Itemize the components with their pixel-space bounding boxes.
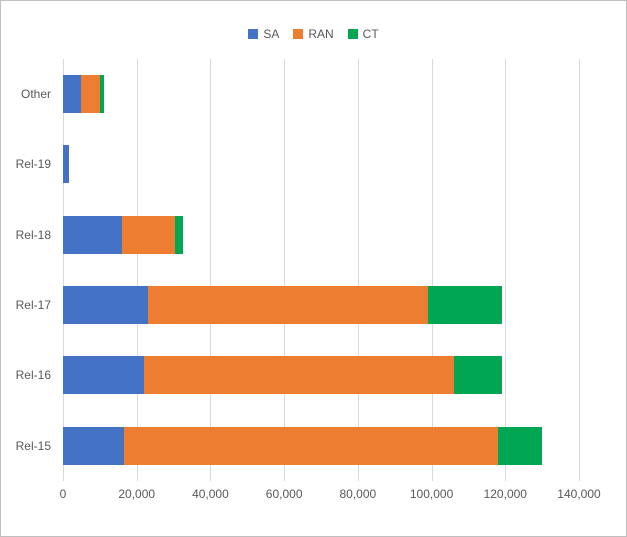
y-axis-line: [63, 59, 64, 481]
x-tick-label: 20,000: [118, 487, 156, 501]
gridline: [505, 59, 507, 481]
stacked-bar: [63, 426, 579, 465]
x-tick-label: 40,000: [192, 487, 229, 501]
bar-row: [63, 270, 579, 340]
stacked-bar: [63, 286, 579, 325]
bar-segment-sa: [63, 75, 82, 114]
bar-segment-ct: [99, 75, 105, 114]
bar-segment-sa: [63, 145, 69, 184]
bar-segment-ran: [81, 75, 100, 114]
legend-swatch-icon: [248, 29, 259, 39]
legend-label: SA: [263, 27, 280, 41]
legend-swatch-icon: [347, 29, 358, 39]
bar-row: [63, 200, 579, 270]
bar-segment-ran: [121, 215, 176, 254]
gridline: [284, 59, 286, 481]
bar-segment-sa: [63, 215, 122, 254]
x-tick-label: 100,000: [409, 487, 454, 501]
bar-segment-ran: [147, 286, 428, 325]
legend-label: CT: [362, 27, 379, 41]
legend-swatch-icon: [293, 29, 304, 39]
bar-segment-ran: [123, 426, 498, 465]
bar-row: [63, 59, 579, 129]
bar-segment-sa: [63, 286, 148, 325]
stacked-bar: [63, 75, 579, 114]
gridline: [431, 59, 433, 481]
bar-segment-ct: [427, 286, 502, 325]
bar-row: [63, 340, 579, 410]
gridlines: [63, 59, 580, 481]
bar-segment-sa: [63, 356, 145, 395]
category-label: Rel-19: [15, 157, 51, 172]
legend-item-ran: RAN: [293, 27, 334, 41]
legend-label: RAN: [308, 27, 334, 41]
x-tick-label: 140,000: [557, 487, 601, 501]
category-label: Rel-15: [15, 438, 51, 453]
gridline: [357, 59, 359, 481]
bar-segment-ct: [175, 215, 183, 254]
bar-segment-sa: [63, 426, 124, 465]
bar-row: [63, 129, 579, 199]
stacked-bar: [63, 215, 579, 254]
category-label: Rel-17: [15, 298, 51, 313]
gridline: [136, 59, 138, 481]
category-label: Rel-16: [15, 368, 51, 383]
x-axis-ticks: 0 20,000 40,000 60,000 80,000 100,000 120,000 1…: [59, 487, 601, 503]
category-label: Other: [20, 87, 51, 102]
stacked-bar: [63, 356, 579, 395]
x-tick-label: 0: [59, 487, 67, 501]
stacked-bar: [63, 145, 579, 184]
plot-area: [63, 59, 580, 481]
category-label: Rel-18: [15, 227, 51, 242]
x-tick-label: 120,000: [483, 487, 527, 501]
bar-segment-ct: [453, 356, 502, 395]
bar-segment-ct: [497, 426, 543, 465]
legend: SA RAN CT: [1, 27, 626, 41]
gridline: [210, 59, 212, 481]
x-tick-label: 60,000: [265, 487, 303, 501]
gridline: [579, 59, 580, 481]
category-labels: Other Rel-19 Rel-18 Rel-17 Rel-16 Rel-15: [1, 59, 55, 481]
x-tick-label: 80,000: [339, 487, 377, 501]
legend-item-sa: SA: [248, 27, 279, 41]
bar-rows: [63, 59, 579, 481]
bar-row: [63, 411, 579, 481]
legend-item-ct: CT: [347, 27, 379, 41]
bar-segment-ran: [144, 356, 454, 395]
